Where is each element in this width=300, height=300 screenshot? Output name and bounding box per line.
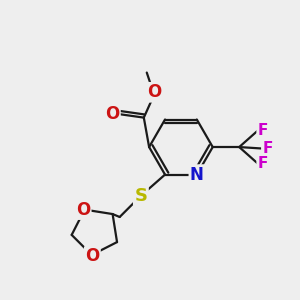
Text: O: O [105,105,119,123]
Text: F: F [262,141,273,156]
Text: S: S [134,187,147,205]
Text: N: N [190,166,204,184]
Text: O: O [147,83,161,101]
Text: F: F [258,156,268,171]
Text: F: F [258,123,268,138]
Text: O: O [85,248,100,266]
Text: O: O [76,201,90,219]
